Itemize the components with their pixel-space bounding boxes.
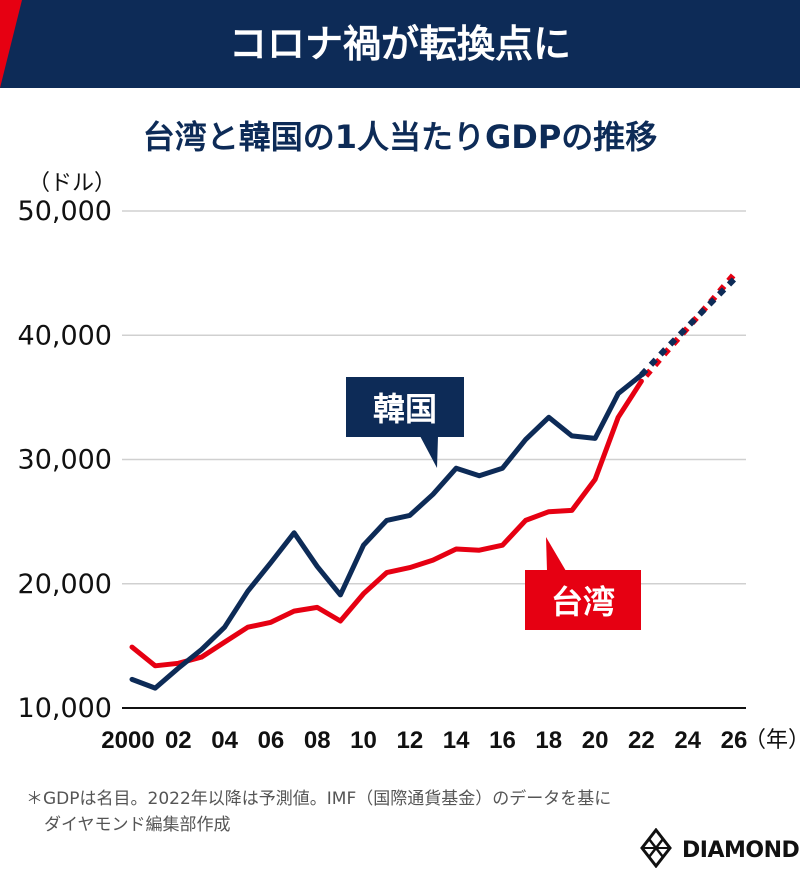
- x-tick-label: 22: [628, 727, 655, 754]
- x-tick-label: 06: [258, 727, 285, 754]
- x-tick-label: 20: [582, 727, 609, 754]
- korea-callout-box: [346, 377, 464, 437]
- series-line-korea: [129, 372, 644, 691]
- banner-red-accent: [0, 0, 22, 88]
- x-tick-label: 18: [535, 727, 562, 754]
- footnote-line-1: ＊GDPは名目。2022年以降は予測値。IMF（国際通貨基金）のデータを基に: [26, 789, 612, 809]
- taiwan-callout-pointer: [546, 537, 566, 571]
- diamond-logo-icon: [640, 828, 672, 868]
- x-tick-label: 14: [443, 727, 470, 754]
- y-tick-label: 10,000: [18, 693, 112, 724]
- x-tick-label: 24: [674, 727, 701, 754]
- header-banner: [0, 0, 800, 88]
- banner-title: コロナ禍が転換点に: [228, 22, 571, 66]
- chart-title: 台湾と韓国の1人当たりGDPの推移: [142, 118, 658, 156]
- x-tick-label: 16: [489, 727, 516, 754]
- korea-series-label: 韓国: [373, 390, 437, 428]
- footnote-line-2: ダイヤモンド編集部作成: [44, 815, 231, 835]
- x-tick-label: 10: [350, 727, 377, 754]
- taiwan-series-label: 台湾: [551, 583, 615, 621]
- footnote: ＊GDPは名目。2022年以降は予測値。IMF（国際通貨基金）のデータを基に ダ…: [26, 786, 611, 838]
- x-tick-label: 26: [721, 727, 748, 754]
- forecast-line-korea: [639, 277, 737, 378]
- x-tick-label: 12: [396, 727, 423, 754]
- y-tick-label: 30,000: [18, 445, 112, 476]
- forecast-line-taiwan: [639, 272, 737, 384]
- series-line-taiwan: [129, 378, 644, 669]
- x-tick-label: 02: [165, 727, 192, 754]
- x-tick-label: 2000: [101, 727, 154, 754]
- x-tick-label: 04: [211, 727, 238, 754]
- y-tick-label: 50,000: [18, 196, 112, 227]
- y-tick-label: 20,000: [18, 569, 112, 600]
- x-axis-unit: （年）: [744, 728, 800, 753]
- y-axis-unit: （ドル）: [28, 171, 116, 196]
- y-tick-label: 40,000: [18, 320, 112, 351]
- taiwan-callout-box: [525, 570, 641, 630]
- diamond-logo-text: DIAMOND: [682, 838, 800, 863]
- korea-callout-pointer: [420, 436, 438, 468]
- x-tick-label: 08: [304, 727, 331, 754]
